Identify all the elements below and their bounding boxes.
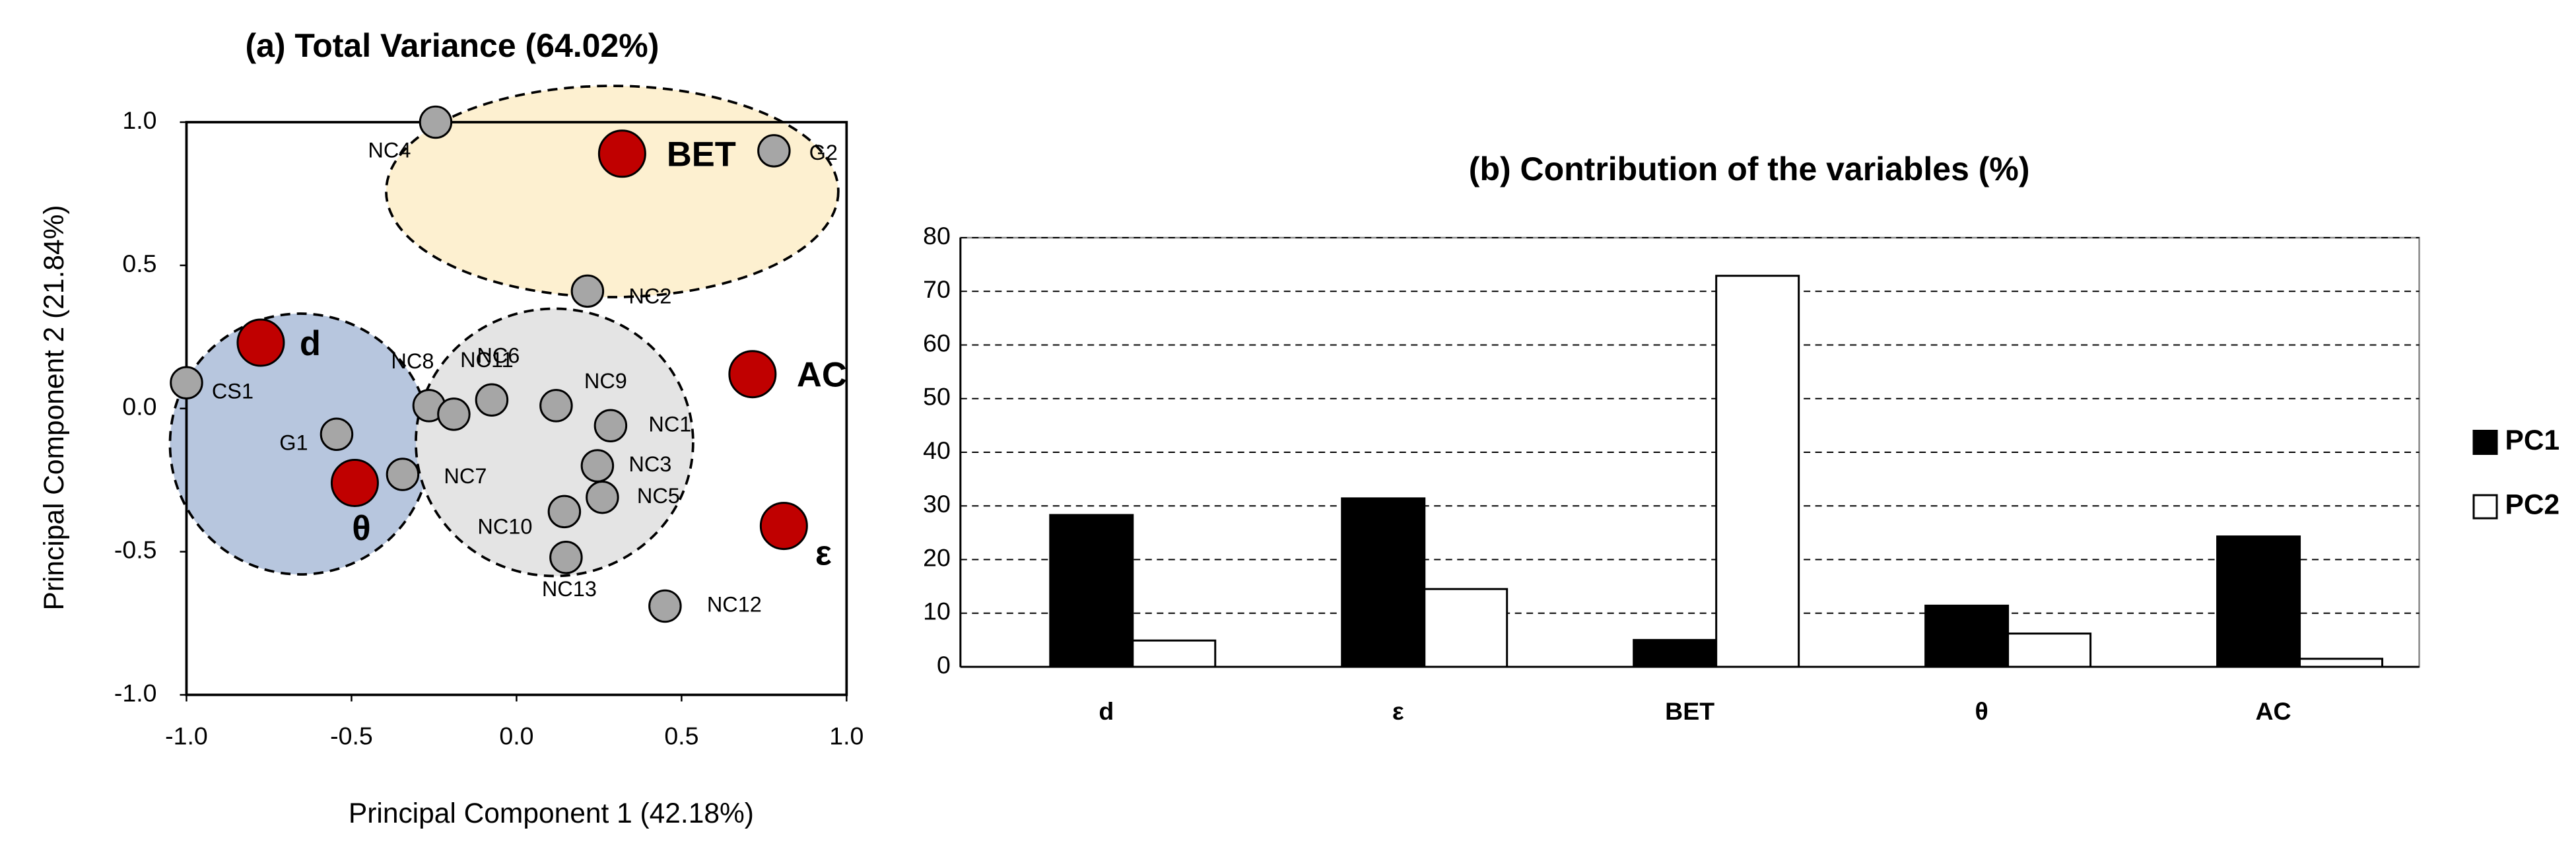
y-tick-label: 70	[923, 275, 951, 303]
variable-label: AC	[797, 356, 847, 395]
y-tick-label: 0	[937, 651, 951, 679]
legend-swatch	[2472, 494, 2498, 520]
chart-title: (a) Total Variance (64.02%)	[245, 27, 659, 64]
sample-point	[320, 417, 354, 452]
y-tick-label: -1.0	[114, 679, 157, 706]
y-tick-label: 30	[923, 490, 951, 518]
variable-point	[728, 350, 777, 399]
y-axis-label: Principal Component 2 (21.84%)	[39, 205, 70, 611]
sample-point	[437, 397, 471, 431]
y-tick-label: -0.5	[114, 536, 157, 564]
legend-label: PC2	[2505, 490, 2560, 521]
point-label: NC4	[368, 139, 411, 162]
point-label: NC6	[477, 343, 520, 367]
x-tick-label: d	[1099, 697, 1114, 725]
x-tick-label: BET	[1665, 697, 1714, 725]
x-tick-label: θ	[1975, 697, 1988, 725]
point-label: NC12	[707, 593, 762, 617]
sample-point	[570, 274, 605, 308]
sample-point	[757, 134, 791, 168]
bar	[1924, 604, 2010, 668]
variable-label: ε	[815, 533, 832, 572]
sample-point	[593, 409, 628, 443]
point-label: NC9	[584, 369, 627, 393]
sample-point	[475, 383, 509, 417]
x-axis-label: Principal Component 1 (42.18%)	[349, 798, 754, 829]
variable-point	[759, 502, 808, 551]
y-tick-label: 0.0	[122, 393, 156, 421]
sample-point	[170, 366, 203, 399]
variable-point	[236, 318, 285, 367]
cluster-ellipse	[385, 85, 840, 298]
x-tick-label: -0.5	[330, 722, 373, 749]
sample-point	[580, 449, 615, 483]
bar	[1049, 514, 1134, 668]
legend-swatch	[2472, 429, 2498, 455]
sample-point	[586, 480, 619, 514]
x-tick-label: ε	[1392, 697, 1404, 725]
sample-point	[386, 458, 420, 491]
point-label: G2	[809, 141, 838, 164]
y-tick-label: 0.5	[122, 250, 156, 277]
x-tick-label: 0.0	[499, 722, 533, 749]
variable-point	[597, 129, 646, 178]
point-label: NC2	[628, 285, 671, 308]
x-tick-label: AC	[2255, 697, 2291, 725]
x-tick-label: 1.0	[829, 722, 864, 749]
bar	[2299, 658, 2384, 668]
variable-point	[330, 459, 379, 508]
sample-point	[419, 105, 453, 139]
point-label: NC8	[391, 349, 434, 373]
point-label: NC7	[444, 464, 487, 488]
point-label: NC10	[477, 514, 532, 538]
point-label: G1	[279, 430, 308, 454]
variable-label: BET	[667, 135, 736, 174]
sample-point	[547, 495, 582, 529]
y-tick-label: 60	[923, 329, 951, 357]
point-label: NC13	[542, 577, 597, 601]
y-tick-label: 10	[923, 598, 951, 625]
y-tick-label: 1.0	[122, 106, 156, 134]
legend-label: PC1	[2505, 425, 2560, 456]
point-label: NC5	[637, 484, 680, 508]
y-tick-label: 40	[923, 436, 951, 464]
cluster-ellipse	[415, 307, 695, 578]
sample-point	[549, 541, 583, 574]
sample-point	[648, 589, 682, 623]
bar	[2007, 633, 2092, 668]
point-label: NC11	[460, 348, 514, 372]
bar	[2216, 535, 2301, 668]
bar	[1633, 638, 1718, 668]
point-label: NC1	[648, 412, 691, 436]
variable-label: d	[300, 324, 321, 363]
x-tick-label: 0.5	[664, 722, 698, 749]
cluster-ellipses	[168, 85, 840, 578]
bar	[1423, 588, 1508, 668]
bar	[1341, 497, 1426, 668]
point-label: CS1	[212, 379, 254, 403]
variable-label: θ	[352, 509, 370, 548]
x-tick-label: -1.0	[165, 722, 208, 749]
chart-title: (b) Contribution of the variables (%)	[1469, 151, 2030, 188]
y-tick-label: 20	[923, 543, 951, 571]
sample-point	[539, 389, 573, 423]
y-tick-label: 80	[923, 222, 951, 250]
y-tick-label: 50	[923, 383, 951, 411]
point-label: NC3	[628, 452, 671, 476]
bar	[1715, 275, 1800, 668]
bar	[1132, 639, 1217, 668]
